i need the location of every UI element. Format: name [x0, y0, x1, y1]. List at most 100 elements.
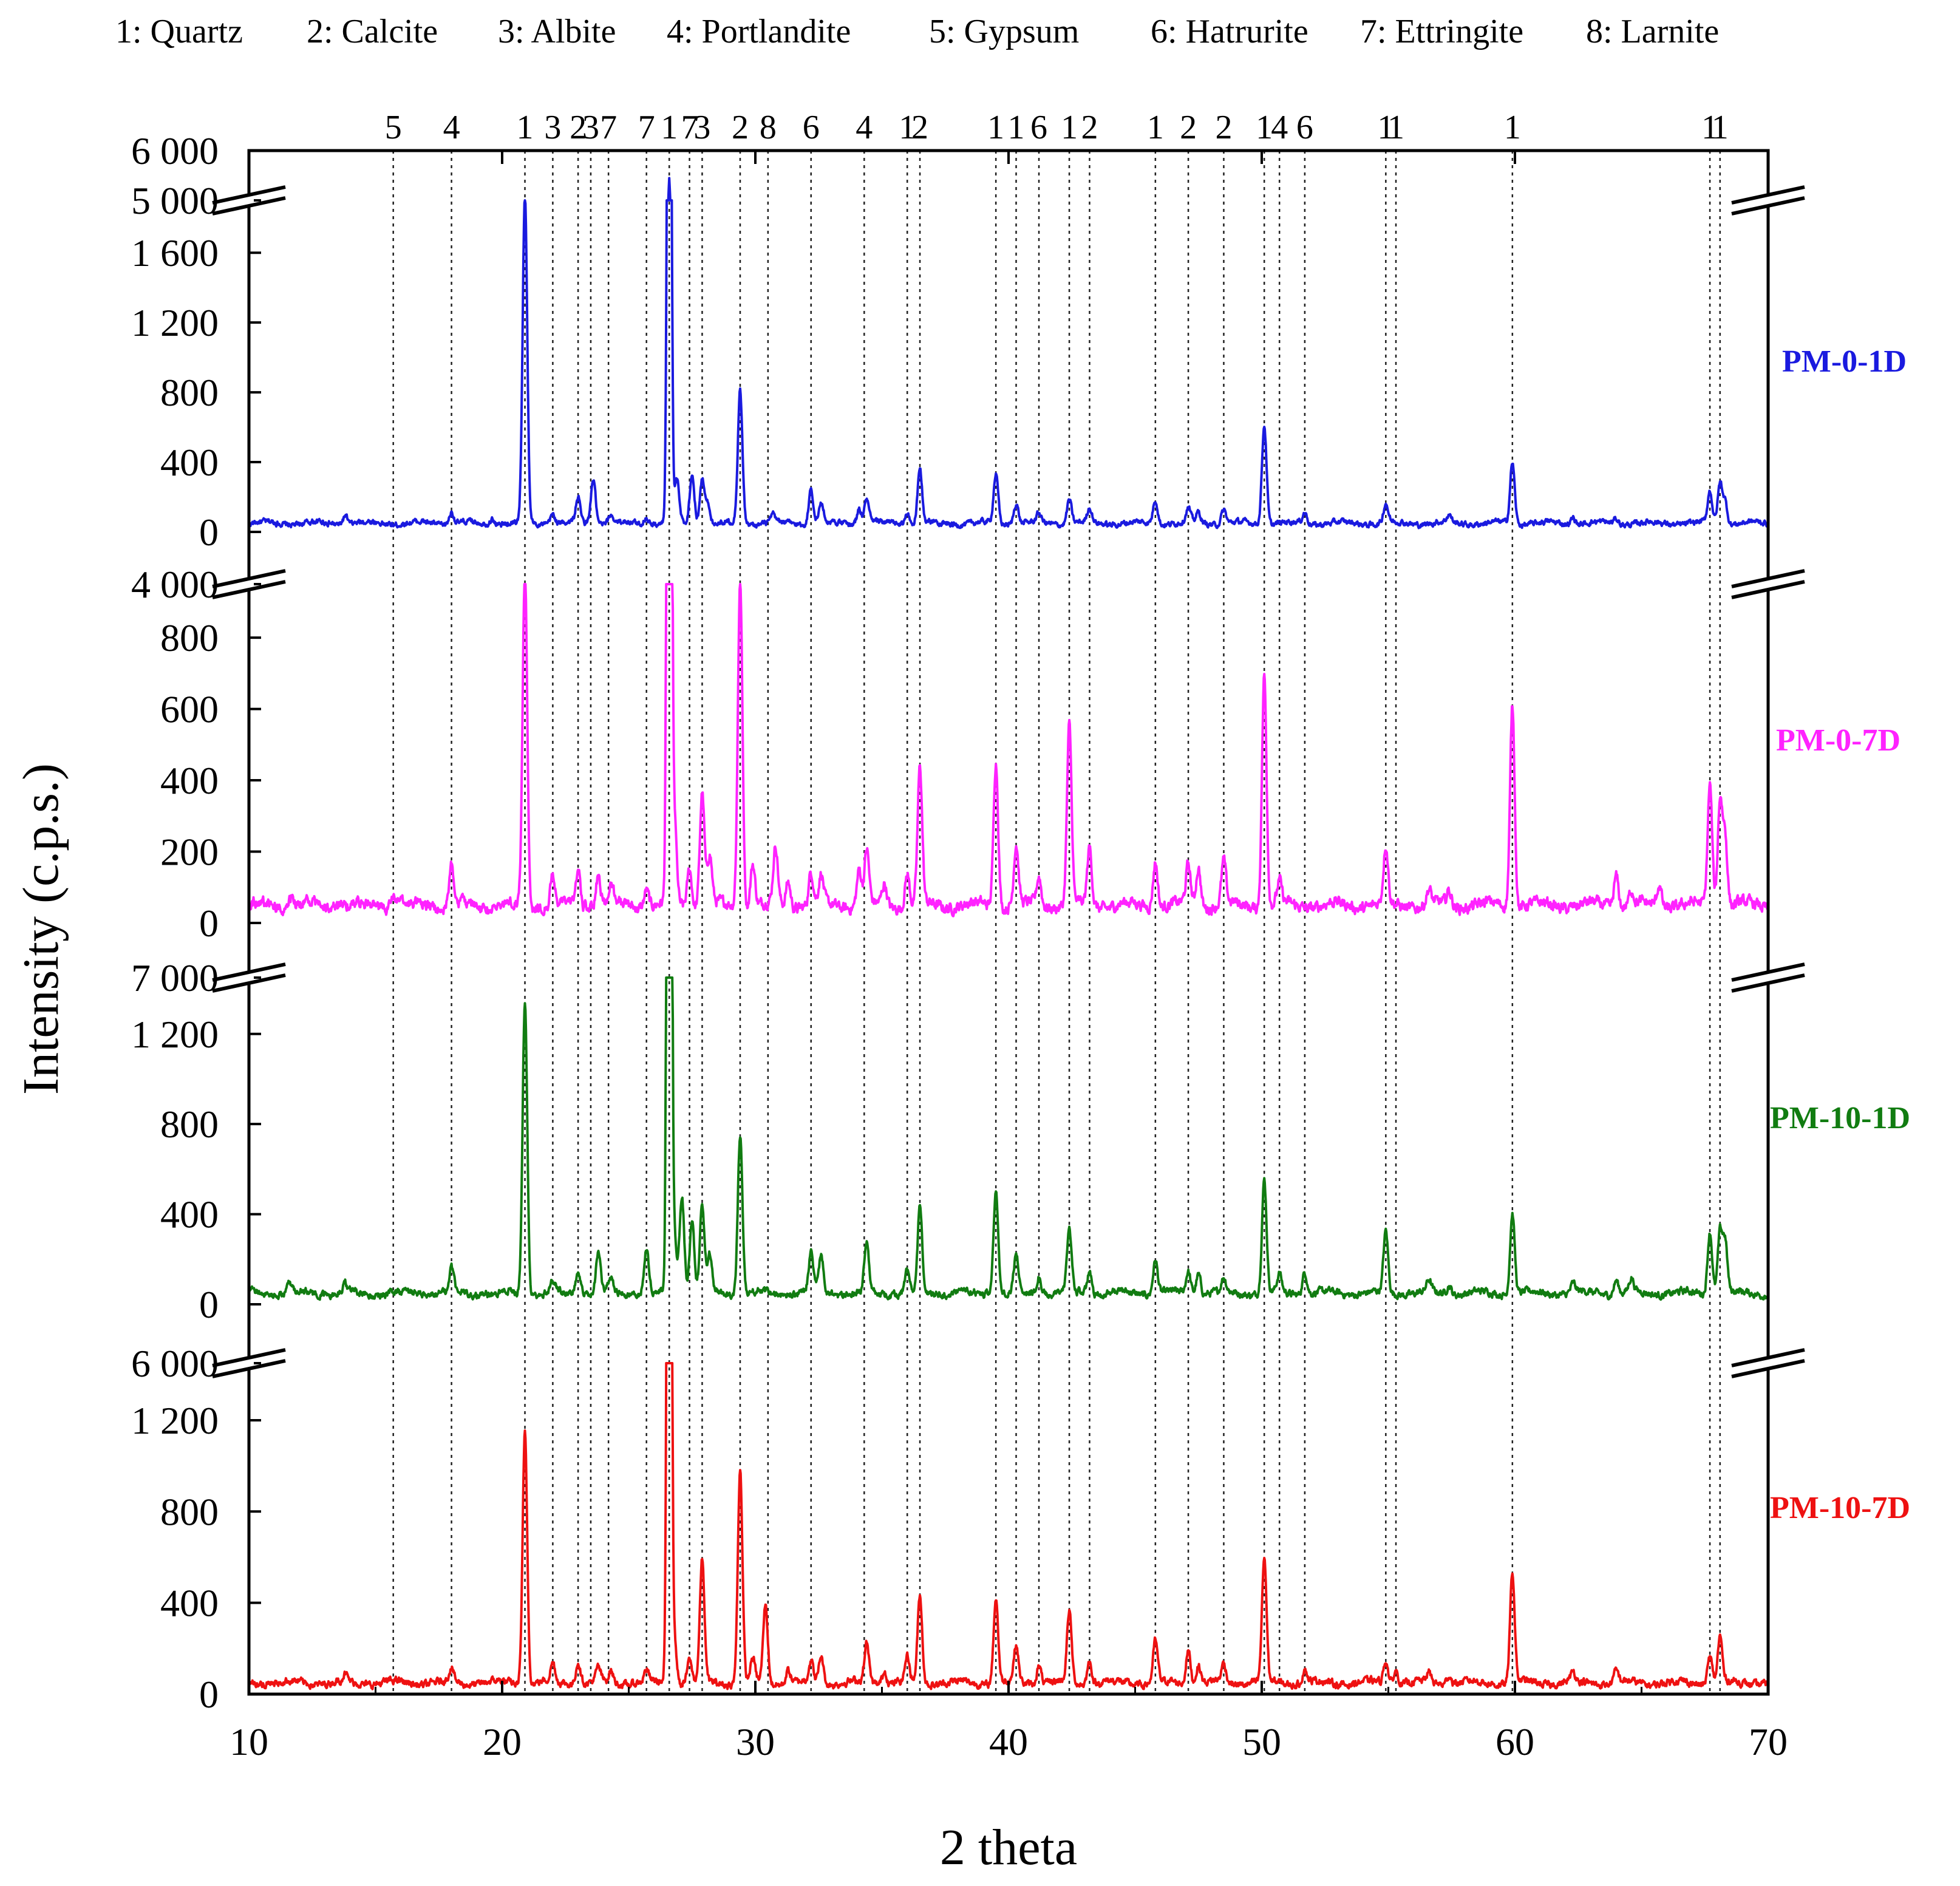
- axis-break-gap: [244, 972, 254, 984]
- axis-break-gap: [244, 578, 254, 590]
- phase-label: 7: [638, 109, 655, 146]
- axis-break-gap: [1763, 578, 1773, 590]
- y-tick-label: 1 200: [131, 1013, 219, 1056]
- series-label: PM-10-7D: [1770, 1491, 1910, 1525]
- phase-label: 1: [987, 109, 1004, 146]
- axis-break-slash: [212, 1359, 286, 1378]
- y-tick-label: 0: [199, 1283, 219, 1326]
- axis-break-slash: [1731, 1348, 1805, 1367]
- x-tick-label: 10: [230, 1720, 268, 1763]
- phase-label: 6: [803, 109, 820, 146]
- axis-break-gap: [1763, 1357, 1773, 1369]
- phase-label: 1: [1256, 109, 1273, 146]
- axis-break-slash: [1731, 962, 1805, 982]
- series-label: PM-10-1D: [1770, 1101, 1910, 1135]
- phase-label: 4: [443, 109, 460, 146]
- y-tick-label: 1 200: [131, 1399, 219, 1442]
- y-tick-label: 800: [160, 1490, 219, 1533]
- phase-reference-lines: 5 4 1 3 23 7 7 1 73 2 8 6 4 12 1 1 6 1 2 1 2 2 14 6 11 1 11: [385, 109, 1729, 1694]
- legend-entry: 1: Quartz: [115, 13, 243, 50]
- x-axis-title: 2 theta: [940, 1819, 1077, 1876]
- phase-label: 1: [1701, 109, 1718, 146]
- legend-entry: 2: Calcite: [307, 13, 438, 50]
- phase-label: 7: [681, 109, 698, 146]
- y-tick-label: 0: [199, 511, 219, 554]
- series-line: [248, 177, 1769, 529]
- axis-break-slash: [212, 1348, 286, 1367]
- axis-break-slash: [212, 185, 286, 205]
- y-tick-label: 400: [160, 1582, 219, 1625]
- axis-break-slash: [212, 196, 286, 216]
- x-tick-label: 30: [736, 1720, 775, 1763]
- y-tick-label: 400: [160, 1193, 219, 1236]
- axis-break-slash: [1731, 185, 1805, 205]
- axes: 10 20 30 40 50 60 70 0 400 800 1 200 1 600 5 000 6 00…: [131, 129, 1805, 1763]
- legend-entry: 6: Hatrurite: [1151, 13, 1308, 50]
- phase-legend: 1: Quartz 2: Calcite 3: Albite 4: Portlandi…: [115, 13, 1719, 50]
- y-tick-label-upper: 5 000: [131, 179, 219, 222]
- y-tick-label: 600: [160, 688, 219, 731]
- phase-label: 3: [544, 109, 561, 146]
- y-tick-label: 1 200: [131, 301, 219, 344]
- series-label: PM-0-1D: [1782, 344, 1907, 379]
- phase-label: 1: [1712, 109, 1729, 146]
- axis-break-gap: [244, 1357, 254, 1369]
- axis-break-gap: [1763, 972, 1773, 984]
- y-tick-label-upper: 7 000: [131, 956, 219, 999]
- axis-break-slash: [1731, 196, 1805, 216]
- y-tick-label-upper: 6 000: [131, 129, 219, 172]
- axis-break-slash: [1731, 973, 1805, 993]
- x-tick-label: 40: [989, 1720, 1028, 1763]
- axis-break-gap: [1763, 194, 1773, 206]
- series-label: PM-0-7D: [1776, 723, 1900, 758]
- phase-label: 8: [760, 109, 777, 146]
- phase-label: 1: [1504, 109, 1521, 146]
- phase-label: 1: [1387, 109, 1404, 146]
- phase-label: 1: [899, 109, 916, 146]
- y-tick-label-upper: 4 000: [131, 563, 219, 606]
- phase-label: 5: [385, 109, 402, 146]
- legend-entry: 3: Albite: [498, 13, 616, 50]
- phase-label: 1: [1147, 109, 1164, 146]
- phase-label: 6: [1030, 109, 1047, 146]
- axis-break-gap: [244, 194, 254, 206]
- phase-label: 4: [1271, 109, 1288, 146]
- phase-label: 3: [693, 109, 710, 146]
- y-tick-label-upper: 6 000: [131, 1342, 219, 1385]
- axis-break-slash: [212, 962, 286, 982]
- y-tick-label: 0: [199, 902, 219, 945]
- phase-label: 1: [661, 109, 678, 146]
- y-axis-title: Intensity (c.p.s.): [13, 763, 69, 1095]
- phase-label: 1: [517, 109, 534, 146]
- phase-label: 7: [600, 109, 617, 146]
- legend-entry: 5: Gypsum: [929, 13, 1079, 50]
- phase-label: 2: [1081, 109, 1098, 146]
- phase-label: 2: [1215, 109, 1232, 146]
- axis-break-slash: [1731, 580, 1805, 599]
- y-tick-label: 400: [160, 759, 219, 802]
- y-tick-label: 800: [160, 371, 219, 414]
- x-tick-label: 20: [483, 1720, 522, 1763]
- axis-break-slash: [1731, 569, 1805, 588]
- series-line: [248, 976, 1769, 1301]
- y-tick-label: 400: [160, 441, 219, 484]
- legend-entry: 4: Portlandite: [667, 13, 851, 50]
- phase-label: 2: [570, 109, 587, 146]
- phase-label: 1: [1008, 109, 1025, 146]
- y-tick-label: 800: [160, 616, 219, 659]
- x-tick-label: 50: [1242, 1720, 1281, 1763]
- legend-entry: 7: Ettringite: [1360, 13, 1523, 50]
- x-tick-label: 60: [1496, 1720, 1534, 1763]
- legend-entry: 8: Larnite: [1586, 13, 1719, 50]
- diffraction-series: PM-0-1D PM-0-7D PM-10-1D PM-10-7D: [248, 177, 1910, 1690]
- phase-label: 1: [1061, 109, 1078, 146]
- phase-label: 2: [1180, 109, 1197, 146]
- x-tick-label: 70: [1749, 1720, 1788, 1763]
- phase-label: 4: [856, 109, 873, 146]
- y-tick-label: 0: [199, 1673, 219, 1716]
- series-line: [248, 583, 1769, 917]
- axis-break-slash: [212, 580, 286, 599]
- phase-label: 2: [911, 109, 928, 146]
- phase-label: 3: [582, 109, 599, 146]
